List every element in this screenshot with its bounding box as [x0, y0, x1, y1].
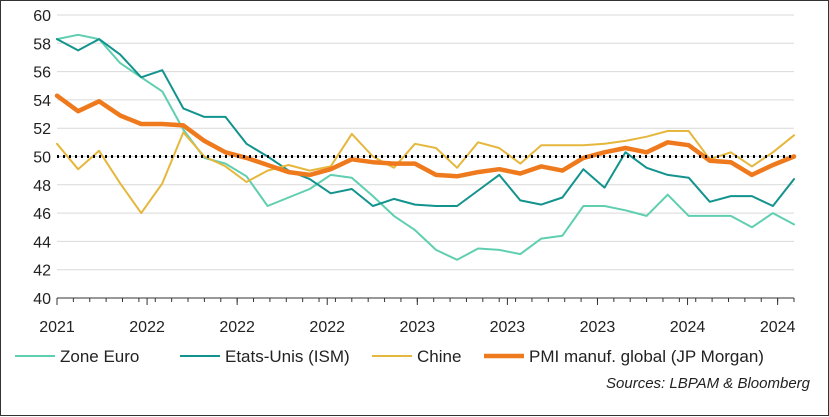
y-tick-label: 40: [33, 291, 51, 308]
x-tick-label: 2023: [580, 319, 616, 336]
y-tick-label: 58: [33, 36, 51, 53]
x-tick-label: 2024: [760, 319, 796, 336]
legend-label: PMI manuf. global (JP Morgan): [529, 347, 764, 366]
y-axis: 40 42 44 46 48 50 52 54 56 58 60: [33, 8, 51, 308]
series-line-2: [56, 38, 795, 207]
x-axis: 2021 2022 2022 2022 2023 2023 2023 2024 2024: [39, 297, 796, 336]
y-tick-label: 48: [33, 178, 51, 195]
y-tick-label: 60: [33, 8, 51, 25]
series-line-3: [56, 130, 795, 215]
x-tick-label: 2024: [670, 319, 706, 336]
legend-label: Chine: [417, 347, 461, 366]
series-line-1: [56, 33, 795, 261]
legend: Zone Euro Etats-Unis (ISM) Chine PMI manuf.…: [15, 347, 764, 366]
x-tick-label: 2023: [490, 319, 526, 336]
x-tick-label: 2022: [309, 319, 345, 336]
y-tick-label: 44: [33, 234, 51, 251]
series-line-4: [54, 93, 797, 179]
y-tick-label: 42: [33, 263, 51, 280]
x-tick-label: 2022: [129, 319, 165, 336]
gridlines: [57, 14, 794, 299]
y-tick-label: 46: [33, 206, 51, 223]
y-tick-label: 56: [33, 65, 51, 82]
legend-label: Etats-Unis (ISM): [225, 347, 350, 366]
x-tick-label: 2022: [219, 319, 255, 336]
x-tick-label: 2023: [400, 319, 436, 336]
x-tick-label: 2021: [39, 319, 75, 336]
series-lines: [54, 33, 797, 261]
y-tick-label: 50: [33, 150, 51, 167]
legend-label: Zone Euro: [60, 347, 139, 366]
source-note: Sources: LBPAM & Bloomberg: [606, 375, 810, 392]
y-tick-label: 54: [33, 93, 51, 110]
y-tick-label: 52: [33, 121, 51, 138]
